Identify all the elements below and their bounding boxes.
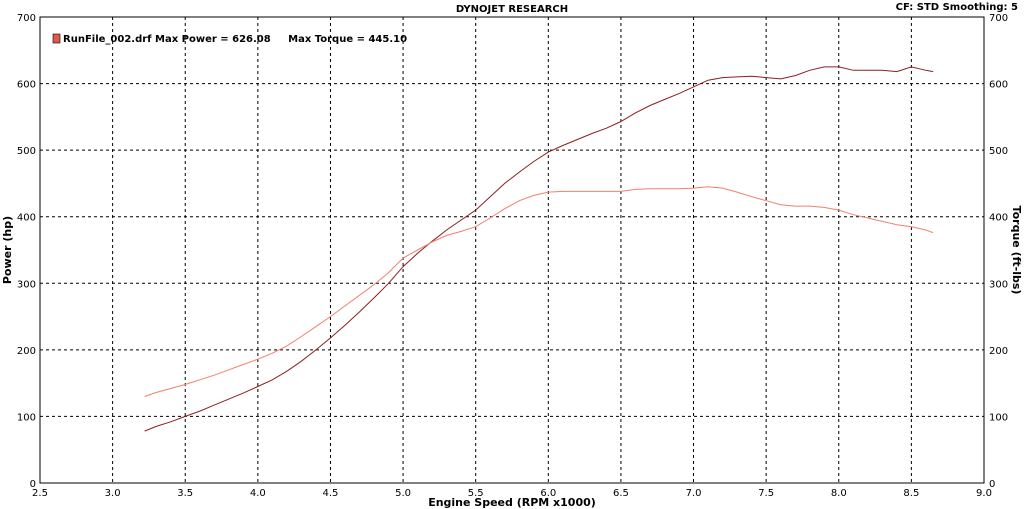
y-axis-label-left: Power (hp) — [1, 216, 14, 284]
y-tick-label-right: 0 — [989, 479, 995, 490]
chart-header-right: CF: STD Smoothing: 5 — [896, 2, 1018, 13]
legend-text: RunFile_002.drf Max Power = 626.08 Max T… — [63, 34, 407, 45]
chart-title: DYNOJET RESEARCH — [456, 4, 568, 15]
x-tick-label: 5.0 — [395, 488, 411, 499]
series-line-power — [144, 66, 934, 432]
y-tick-label-left: 700 — [17, 13, 36, 24]
y-tick-label-right: 700 — [989, 13, 1008, 24]
y-tick-label-right: 500 — [989, 146, 1008, 157]
y-tick-label-right: 400 — [989, 213, 1008, 224]
y-tick-label-left: 500 — [17, 146, 36, 157]
y-axis-label-right: Torque (ft-lbs) — [1010, 206, 1023, 295]
y-tick-label-right: 100 — [989, 412, 1008, 423]
x-tick-label: 6.0 — [540, 488, 556, 499]
y-tick-label-left: 100 — [17, 412, 36, 423]
series-lines — [144, 66, 934, 432]
y-tick-label-left: 400 — [17, 213, 36, 224]
y-tick-label-left: 0 — [30, 479, 36, 490]
x-tick-label: 8.5 — [903, 488, 919, 499]
grid-lines — [40, 17, 984, 483]
x-tick-label: 9.0 — [976, 488, 992, 499]
x-tick-label: 8.0 — [831, 488, 847, 499]
x-tick-label: 5.5 — [468, 488, 484, 499]
y-tick-label-right: 200 — [989, 346, 1008, 357]
legend-swatch — [52, 33, 61, 44]
x-tick-label: 4.0 — [250, 488, 266, 499]
x-tick-label: 6.5 — [613, 488, 629, 499]
plot-frame — [39, 16, 985, 484]
x-axis-label: Engine Speed (RPM x1000) — [428, 496, 596, 509]
x-tick-label: 4.5 — [323, 488, 339, 499]
y-tick-label-right: 600 — [989, 80, 1008, 91]
tick-labels: 2.5 3.0 3.5 4.0 4.5 5.0 5.5 6.0 6.5 7.0 7.5 8.0 8.5 9… — [17, 13, 1008, 499]
y-tick-label-left: 200 — [17, 346, 36, 357]
y-tick-label-left: 300 — [17, 279, 36, 290]
y-tick-label-right: 300 — [989, 279, 1008, 290]
series-line-torque — [144, 186, 934, 397]
x-tick-label: 2.5 — [32, 488, 48, 499]
x-tick-label: 7.5 — [758, 488, 774, 499]
x-tick-label: 3.5 — [177, 488, 193, 499]
x-tick-label: 7.0 — [686, 488, 702, 499]
x-tick-label: 3.0 — [105, 488, 121, 499]
y-tick-label-left: 600 — [17, 80, 36, 91]
